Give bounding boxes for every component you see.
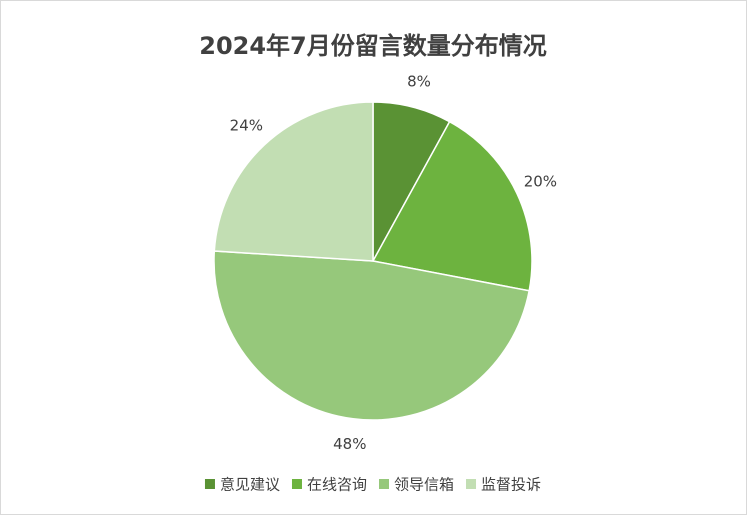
chart-title: 2024年7月份留言数量分布情况	[199, 32, 547, 60]
pie-slice	[371, 120, 533, 292]
data-label: 48%	[333, 435, 366, 453]
pie: 8% 20% 48% 24%	[213, 72, 557, 453]
legend-label: 意见建议	[220, 476, 280, 494]
data-label: 20%	[524, 173, 557, 191]
legend-label: 监督投诉	[481, 476, 541, 494]
legend-marker	[291, 479, 302, 489]
legend-marker	[466, 479, 477, 489]
legend: 意见建议 在线咨询 领导信箱 监督投诉	[204, 476, 541, 494]
data-label: 8%	[407, 72, 431, 90]
data-label: 24%	[230, 117, 263, 135]
pie-slice	[213, 250, 531, 421]
legend-marker	[204, 479, 215, 489]
legend-marker	[379, 479, 389, 489]
legend-label: 在线咨询	[307, 476, 367, 494]
pie-slice	[213, 101, 374, 262]
legend-label: 领导信箱	[394, 476, 454, 494]
